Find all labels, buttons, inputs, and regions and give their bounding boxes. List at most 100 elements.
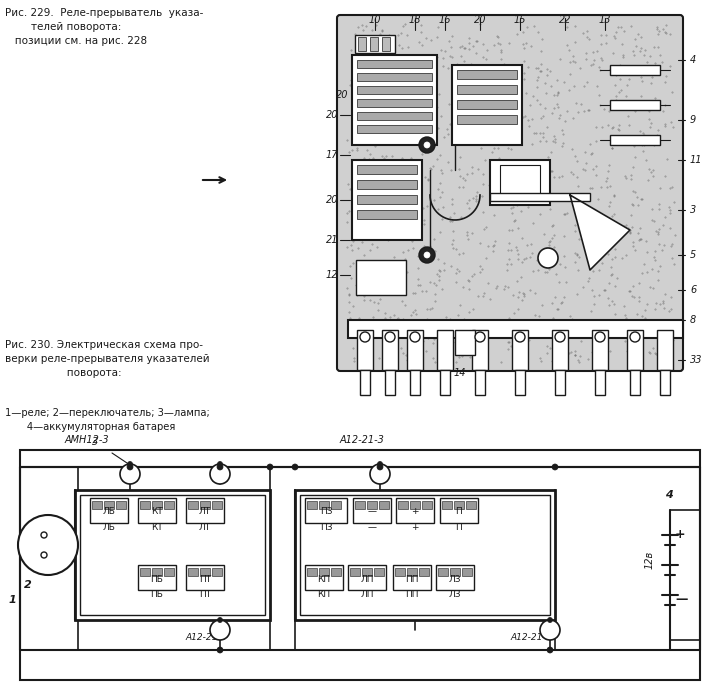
Point <box>457 181 469 193</box>
Point <box>657 23 668 34</box>
Point <box>485 86 497 97</box>
Text: 16: 16 <box>438 15 451 25</box>
Point <box>534 128 546 139</box>
Point <box>618 221 629 232</box>
Point <box>585 183 596 194</box>
Point <box>372 196 383 207</box>
Point <box>364 353 375 364</box>
Point <box>474 316 486 327</box>
Point <box>444 216 456 227</box>
Point <box>406 236 418 247</box>
Point <box>544 204 555 215</box>
Bar <box>357 165 417 174</box>
Bar <box>350 568 360 576</box>
Bar <box>138 498 176 523</box>
Point <box>431 268 443 279</box>
Point <box>376 257 387 268</box>
Point <box>541 122 553 133</box>
Bar <box>362 568 372 576</box>
Point <box>629 186 640 197</box>
Bar <box>319 501 329 509</box>
Point <box>654 183 666 194</box>
Point <box>490 160 501 171</box>
Point <box>580 158 592 169</box>
Point <box>464 37 475 48</box>
Point <box>413 315 425 326</box>
Point <box>657 355 668 366</box>
Point <box>395 130 406 141</box>
Point <box>367 75 379 86</box>
Point <box>346 75 357 86</box>
Point <box>594 64 606 75</box>
Bar <box>295 490 555 620</box>
Point <box>351 144 363 155</box>
Point <box>374 286 386 297</box>
Bar <box>212 501 222 509</box>
Point <box>467 161 478 172</box>
Point <box>372 179 383 190</box>
Point <box>521 88 532 99</box>
Bar <box>357 86 432 94</box>
Point <box>409 288 420 299</box>
Point <box>364 153 375 164</box>
Circle shape <box>595 332 605 342</box>
Point <box>615 62 626 73</box>
Point <box>518 111 529 122</box>
Point <box>446 51 458 62</box>
Point <box>629 106 640 117</box>
Point <box>530 128 541 139</box>
Point <box>364 221 375 233</box>
Point <box>354 37 366 48</box>
Point <box>503 343 514 354</box>
Point <box>608 208 620 219</box>
Point <box>629 357 640 368</box>
Point <box>413 186 425 197</box>
Bar <box>357 210 417 219</box>
Point <box>532 265 544 276</box>
Point <box>634 60 646 71</box>
Text: ПЗ: ПЗ <box>320 508 332 517</box>
Point <box>616 253 627 264</box>
Point <box>638 97 649 108</box>
Point <box>563 85 575 96</box>
Point <box>480 221 492 233</box>
Point <box>370 98 382 109</box>
Point <box>429 320 441 331</box>
Point <box>353 21 364 32</box>
Point <box>544 244 555 255</box>
Point <box>541 63 552 75</box>
Point <box>402 245 414 256</box>
Point <box>581 77 593 88</box>
Point <box>624 73 635 84</box>
Point <box>482 330 493 341</box>
Circle shape <box>210 464 230 484</box>
Point <box>517 38 528 49</box>
Point <box>488 143 500 154</box>
Point <box>346 175 357 186</box>
Point <box>604 64 616 75</box>
Circle shape <box>360 332 370 342</box>
Point <box>478 224 490 235</box>
Point <box>606 230 617 241</box>
Point <box>612 138 624 149</box>
Point <box>609 32 621 43</box>
Point <box>505 77 517 88</box>
Point <box>509 174 521 185</box>
Point <box>590 227 601 238</box>
Point <box>422 333 433 344</box>
Point <box>449 336 461 347</box>
Point <box>611 95 622 106</box>
Point <box>591 80 603 91</box>
Point <box>428 86 439 97</box>
Point <box>662 324 674 335</box>
Bar <box>164 501 174 509</box>
Point <box>459 69 470 80</box>
Point <box>354 320 366 331</box>
Point <box>369 141 380 152</box>
Bar <box>437 330 453 370</box>
Bar <box>457 70 517 79</box>
Point <box>448 242 459 253</box>
Point <box>420 147 431 158</box>
Point <box>451 73 463 84</box>
Circle shape <box>552 464 558 470</box>
